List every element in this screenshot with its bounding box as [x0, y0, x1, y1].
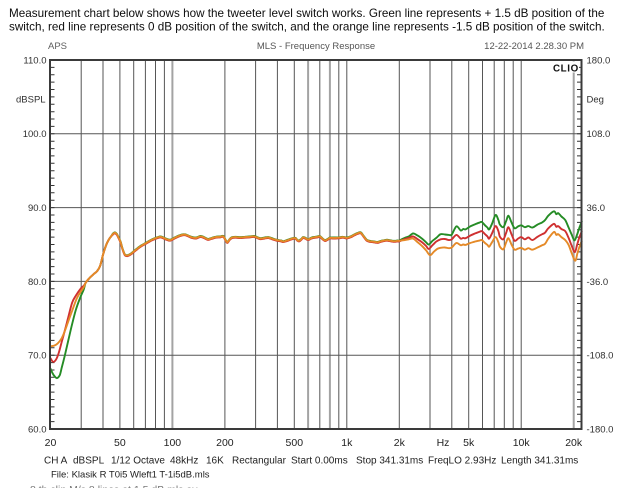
- svg-text:Hz: Hz: [437, 437, 450, 449]
- svg-text:Stop 341.31ms: Stop 341.31ms: [356, 456, 423, 467]
- svg-text:108.0: 108.0: [587, 129, 611, 140]
- svg-text:2k: 2k: [394, 437, 406, 449]
- svg-text:500: 500: [286, 437, 304, 449]
- svg-text:20: 20: [45, 437, 57, 449]
- svg-text:180.0: 180.0: [587, 55, 611, 66]
- svg-text:-108.0: -108.0: [587, 351, 614, 362]
- svg-text:70.0: 70.0: [28, 351, 47, 362]
- svg-text:48kHz: 48kHz: [170, 456, 198, 467]
- svg-text:CLIO: CLIO: [553, 64, 579, 75]
- svg-text:FreqLO 2.93Hz: FreqLO 2.93Hz: [428, 456, 496, 467]
- svg-text:APS: APS: [48, 41, 67, 52]
- svg-text:Rectangular: Rectangular: [232, 456, 287, 467]
- svg-text:MLS - Frequency Response: MLS - Frequency Response: [257, 41, 375, 52]
- svg-text:20k: 20k: [565, 437, 583, 449]
- svg-text:100.0: 100.0: [23, 129, 47, 140]
- svg-text:110.0: 110.0: [23, 55, 46, 66]
- svg-text:CH A: CH A: [44, 456, 68, 467]
- svg-text:1/12 Octave: 1/12 Octave: [111, 456, 165, 467]
- svg-text:8 th clip M/s 8 lines at 1.5: 8 th clip M/s 8 lines at 1.5 dB mls av: [30, 484, 198, 488]
- svg-text:-36.0: -36.0: [587, 277, 609, 288]
- svg-text:dBSPL: dBSPL: [73, 456, 105, 467]
- svg-text:90.0: 90.0: [28, 203, 47, 214]
- svg-text:36.0: 36.0: [587, 203, 606, 214]
- svg-text:switch, red line represents 0: switch, red line represents 0 dB positio…: [9, 21, 605, 34]
- svg-text:Length 341.31ms: Length 341.31ms: [501, 456, 578, 467]
- svg-text:Start 0.00ms: Start 0.00ms: [291, 456, 348, 467]
- svg-text:Deg: Deg: [587, 95, 604, 106]
- svg-text:200: 200: [216, 437, 234, 449]
- svg-text:5k: 5k: [463, 437, 475, 449]
- svg-text:10k: 10k: [513, 437, 531, 449]
- svg-text:dBSPL: dBSPL: [16, 95, 46, 106]
- svg-text:60.0: 60.0: [28, 424, 47, 435]
- svg-text:File: Klasik R T0i5 Wleft1 T-1: File: Klasik R T0i5 Wleft1 T-1i5dB.mls: [51, 470, 210, 481]
- svg-text:50: 50: [114, 437, 126, 449]
- svg-text:-180.0: -180.0: [587, 424, 614, 435]
- svg-text:80.0: 80.0: [28, 277, 47, 288]
- svg-text:1k: 1k: [341, 437, 353, 449]
- svg-text:100: 100: [164, 437, 182, 449]
- svg-text:16K: 16K: [206, 456, 224, 467]
- svg-text:12-22-2014 2.28.30 PM: 12-22-2014 2.28.30 PM: [484, 41, 584, 52]
- svg-text:Measurement chart below shows: Measurement chart below shows how the tw…: [9, 7, 604, 20]
